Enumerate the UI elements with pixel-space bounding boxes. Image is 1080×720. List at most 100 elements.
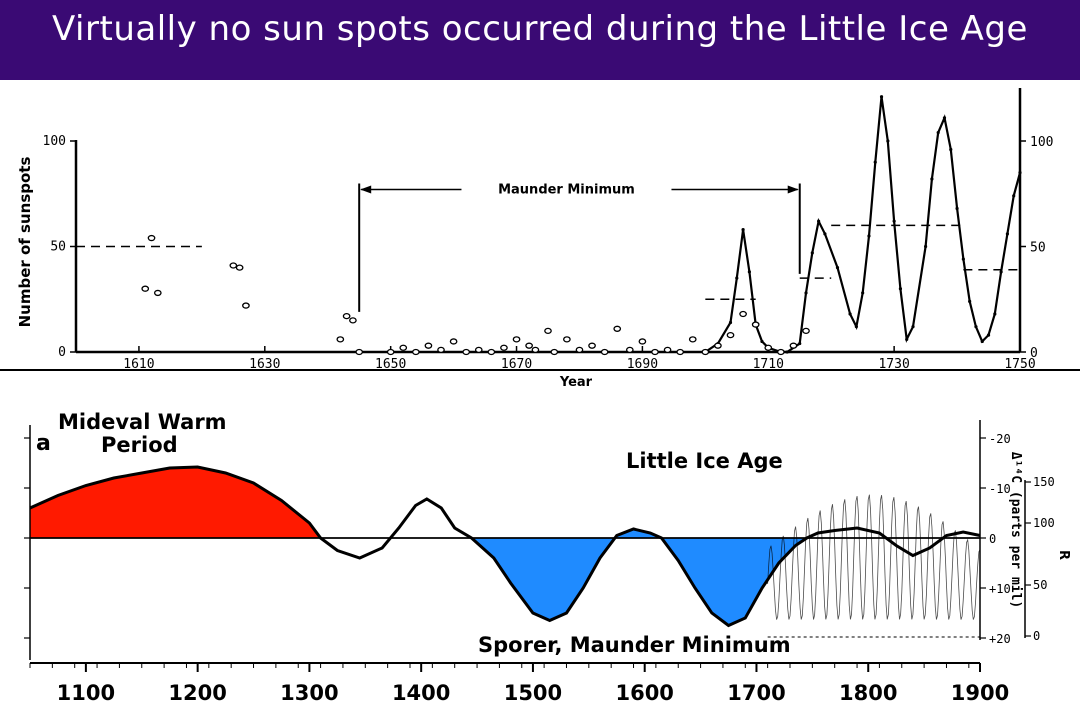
sunspot-observation-point [141, 285, 150, 292]
r-tick-label: 150 [1033, 475, 1055, 489]
sunspot-cycle-point [1005, 232, 1010, 236]
sunspot-observation-point [663, 346, 672, 354]
sunspot-cycle-point [835, 266, 840, 270]
c14-x-tick-label: 1200 [168, 681, 226, 705]
sunspot-cycle-point [873, 160, 877, 164]
sunspot-observation-point [349, 317, 357, 324]
sunspot-observation-point [242, 302, 250, 309]
sunspot-y-tick-label: 100 [43, 134, 66, 149]
c14-right-tick-label: -10 [989, 482, 1011, 496]
sunspot-cycle-point [924, 244, 928, 249]
sunspot-cycle-point [804, 291, 808, 295]
sunspot-cycle-point [867, 234, 871, 238]
maunder-label-bg [494, 181, 639, 199]
r-axis-label: R [1056, 550, 1071, 560]
sunspot-observation-point [550, 348, 559, 356]
sunspot-xlabel: Year [559, 375, 593, 390]
sunspot-cycle-point [861, 291, 865, 295]
sunspot-cycle-point [810, 251, 814, 255]
sunspot-cycle-point [1018, 171, 1022, 175]
sunspot-x-tick-label: 1650 [375, 357, 406, 372]
sunspot-cycle-point [848, 312, 852, 316]
warm-label-line1: Mideval Warm [58, 410, 227, 434]
c14-right-tick-label: +10 [989, 582, 1011, 596]
sunspot-observation-point [500, 344, 508, 351]
c14-x-tick-label: 1900 [951, 681, 1009, 705]
sunspot-cycle-point [760, 339, 764, 344]
sunspot-cycle-point [961, 257, 965, 261]
c14-right-tick-label: 0 [989, 532, 996, 546]
sunspot-cycle-point [886, 139, 890, 143]
sunspot-observation-point [462, 348, 471, 356]
sunspot-observation-point [714, 342, 722, 349]
sunspot-cycle-point [942, 116, 947, 120]
sunspot-observation-point [802, 327, 810, 335]
sunspot-observation-point [153, 289, 162, 297]
r-tick-label: 0 [1033, 629, 1040, 643]
sunspot-cycle-point [747, 270, 751, 274]
c14-x-tick-label: 1100 [57, 681, 115, 705]
maunder-minimum-area [661, 538, 807, 626]
sunspot-cycle-point [968, 299, 972, 303]
c14-x-tick-label: 1400 [392, 681, 450, 705]
sunspot-x-tick-label: 1750 [1004, 357, 1035, 372]
sunspot-observation-point [726, 331, 735, 339]
sunspot-cycle-point [999, 270, 1003, 274]
c14-right-tick-label: -20 [989, 432, 1011, 446]
sunspot-observation-point [600, 348, 609, 356]
sunspot-observation-point [563, 336, 571, 343]
maunder-arrowhead-right [787, 185, 799, 194]
c14-right-tick-label: +20 [989, 632, 1011, 646]
sunspot-observation-point [625, 346, 634, 354]
sunspot-observation-point [739, 310, 747, 318]
sunspot-observation-point [411, 348, 420, 356]
sunspot-cycle-line [704, 96, 1022, 354]
r-tick-label: 100 [1033, 516, 1055, 530]
sunspot-x-tick-label: 1610 [123, 357, 154, 372]
sunspot-observation-point [386, 348, 395, 356]
sunspot-ylabel: Number of sunspots [16, 157, 34, 328]
sunspot-y-tick-label: 50 [50, 240, 66, 255]
c14-x-tick-label: 1800 [839, 681, 897, 705]
sunspot-x-tick-label: 1630 [249, 357, 280, 372]
sunspot-cycle-point [993, 312, 997, 316]
sunspot-cycle-point [728, 320, 733, 325]
sunspot-cycle-point [905, 337, 909, 341]
sunspot-cycle-point [911, 325, 915, 329]
sunspot-observation-point [638, 338, 647, 345]
sunspot-observation-point [512, 336, 521, 343]
sunspot-observation-point [229, 262, 238, 269]
sunspot-y-tick-label: 0 [58, 345, 66, 360]
sunspot-observation-point [676, 348, 685, 356]
sunspot-observation-point [474, 346, 483, 354]
c14-chart: 1100 1200 1300 1400 1500 1600 1700 1800 1900 -20… [24, 410, 1071, 705]
minimum-label: Sporer, Maunder Minimum [478, 633, 791, 657]
panel-label: a [36, 431, 51, 456]
sunspot-observation-point [525, 342, 533, 349]
sunspot-cycle-point [974, 325, 978, 329]
sunspot-observation-point [588, 342, 596, 349]
sunspot-observation-point [701, 348, 710, 356]
sunspot-observation-point [355, 348, 364, 356]
sunspot-observation-point [651, 348, 659, 356]
c14-right-axis-label: Δ¹⁴C (parts per mil) [1008, 452, 1023, 609]
sunspot-cycle-point [1012, 194, 1016, 198]
warm-period-area [30, 467, 321, 538]
sunspot-observation-point [777, 348, 785, 356]
sunspot-x-tick-label: 1730 [878, 357, 909, 372]
sunspot-cycle-point [735, 276, 739, 280]
sunspot-observation-point [336, 336, 345, 343]
sunspot-cycle-point [949, 147, 953, 152]
warm-label-line2: Period [101, 433, 178, 457]
sunspot-cycle-point [986, 333, 991, 337]
sunspot-cycle-point [854, 325, 858, 329]
sunspot-right-y-tick-label: 100 [1030, 135, 1053, 150]
lia-label: Little Ice Age [626, 449, 783, 473]
sporer-minimum-area [471, 529, 662, 621]
c14-x-tick-label: 1300 [280, 681, 338, 705]
sunspot-observation-point [613, 325, 622, 332]
sunspot-observation-point [487, 348, 496, 356]
c14-x-tick-label: 1600 [615, 681, 673, 705]
sunspot-observation-point [751, 321, 760, 328]
c14-curve [29, 465, 981, 628]
